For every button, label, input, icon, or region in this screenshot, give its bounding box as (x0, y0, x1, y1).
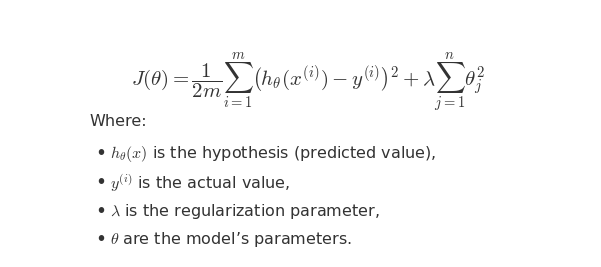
Text: $y^{(i)}$ is the actual value,: $y^{(i)}$ is the actual value, (110, 173, 290, 194)
Text: $\theta$ are the model’s parameters.: $\theta$ are the model’s parameters. (110, 230, 352, 249)
Text: $\lambda$ is the regularization parameter,: $\lambda$ is the regularization paramete… (110, 202, 380, 221)
Text: •: • (95, 202, 106, 221)
Text: •: • (95, 230, 106, 249)
Text: Where:: Where: (89, 114, 147, 129)
Text: $J(\theta) = \dfrac{1}{2m} \sum_{i=1}^{m} \left(h_\theta(x^{(i)}) - y^{(i)}\righ: $J(\theta) = \dfrac{1}{2m} \sum_{i=1}^{m… (131, 50, 485, 114)
Text: •: • (95, 173, 106, 192)
Text: •: • (95, 144, 106, 163)
Text: $h_\theta(x)$ is the hypothesis (predicted value),: $h_\theta(x)$ is the hypothesis (predict… (110, 144, 436, 164)
